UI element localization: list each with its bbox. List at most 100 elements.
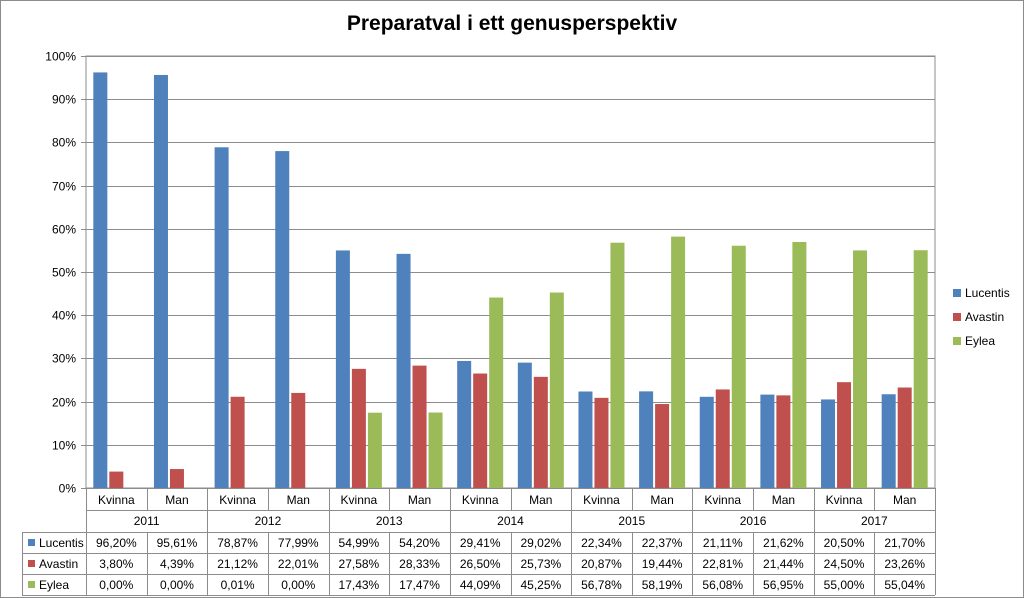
legend-key-avastin bbox=[953, 313, 961, 321]
table-data-label: 96,20% bbox=[96, 536, 137, 550]
table-data-label: 29,41% bbox=[460, 536, 501, 550]
legend-key-eylea bbox=[953, 337, 961, 345]
table-data-label: 55,00% bbox=[824, 578, 865, 592]
legend-label-lucentis: Lucentis bbox=[965, 286, 1010, 300]
table-data-label: 24,50% bbox=[824, 557, 865, 571]
table-series-name: Avastin bbox=[39, 557, 78, 571]
bars bbox=[93, 72, 928, 489]
table-series-name: Lucentis bbox=[39, 536, 84, 550]
bar-eylea bbox=[610, 242, 625, 488]
bar-avastin bbox=[473, 373, 488, 488]
y-tick-label: 90% bbox=[52, 93, 76, 107]
x-category-label: Man bbox=[529, 493, 552, 507]
table-data-label: 0,01% bbox=[221, 578, 255, 592]
bar-avastin bbox=[230, 396, 245, 488]
bar-avastin bbox=[351, 368, 366, 488]
bar-lucentis bbox=[93, 72, 108, 488]
table-data-label: 56,78% bbox=[581, 578, 622, 592]
bar-lucentis bbox=[214, 147, 229, 488]
table-data-label: 44,09% bbox=[460, 578, 501, 592]
table-data-label: 0,00% bbox=[281, 578, 315, 592]
table-data-label: 20,87% bbox=[581, 557, 622, 571]
table-data-label: 58,19% bbox=[642, 578, 683, 592]
table-data-label: 26,50% bbox=[460, 557, 501, 571]
bar-eylea bbox=[428, 412, 443, 488]
bar-lucentis bbox=[396, 253, 411, 488]
table-data-label: 27,58% bbox=[339, 557, 380, 571]
table-legend-key-lucentis bbox=[28, 539, 35, 546]
table-data-label: 21,44% bbox=[763, 557, 804, 571]
x-category-label: Kvinna bbox=[704, 493, 741, 507]
x-category-label: Man bbox=[650, 493, 673, 507]
bar-avastin bbox=[776, 395, 791, 488]
bar-eylea bbox=[853, 250, 868, 488]
bar-eylea bbox=[731, 245, 746, 488]
bar-lucentis bbox=[457, 360, 472, 488]
chart-title: Preparatval i ett genusperspektiv bbox=[346, 12, 678, 35]
bar-avastin bbox=[533, 376, 548, 488]
bar-eylea bbox=[671, 236, 686, 488]
table-data-label: 56,08% bbox=[702, 578, 743, 592]
bar-lucentis bbox=[275, 151, 290, 489]
bar-avastin bbox=[897, 387, 912, 488]
table-data-label: 21,12% bbox=[217, 557, 258, 571]
table-data-label: 22,37% bbox=[642, 536, 683, 550]
bar-eylea bbox=[913, 250, 928, 488]
bar-avastin bbox=[837, 382, 852, 488]
x-category-label: Man bbox=[408, 493, 431, 507]
table-data-label: 21,62% bbox=[763, 536, 804, 550]
x-category-label: Kvinna bbox=[341, 493, 378, 507]
bar-lucentis bbox=[760, 394, 775, 488]
bar-avastin bbox=[715, 389, 730, 488]
y-axis-labels: 0% 10% 20% 30% 40% 50% 60% 70% 80% 90% 100% bbox=[45, 50, 76, 496]
x-category-label: Man bbox=[772, 493, 795, 507]
table-data-label: 23,26% bbox=[884, 557, 925, 571]
bar-lucentis bbox=[335, 250, 350, 488]
bar-lucentis bbox=[153, 74, 168, 489]
y-tick-label: 0% bbox=[59, 482, 77, 496]
y-tick-label: 100% bbox=[45, 50, 76, 64]
x-category-label: Kvinna bbox=[98, 493, 135, 507]
table-data-label: 17,43% bbox=[339, 578, 380, 592]
x-category-label: Kvinna bbox=[219, 493, 256, 507]
y-tick-label: 40% bbox=[52, 309, 76, 323]
x-category-label: Kvinna bbox=[826, 493, 863, 507]
x-category-label: Kvinna bbox=[583, 493, 620, 507]
table-data-label: 45,25% bbox=[520, 578, 561, 592]
y-tick-label: 80% bbox=[52, 136, 76, 150]
legend-label-avastin: Avastin bbox=[965, 310, 1004, 324]
table-data-label: 17,47% bbox=[399, 578, 440, 592]
table-legend-key-avastin bbox=[28, 560, 35, 567]
table-data-label: 95,61% bbox=[157, 536, 198, 550]
bar-avastin bbox=[412, 365, 427, 488]
bar-lucentis bbox=[578, 391, 593, 488]
table-data-label: 28,33% bbox=[399, 557, 440, 571]
x-group-label: 2012 bbox=[255, 514, 282, 528]
legend-key-lucentis bbox=[953, 289, 961, 297]
bar-avastin bbox=[169, 469, 184, 488]
bar-avastin bbox=[109, 471, 124, 488]
bar-eylea bbox=[367, 412, 382, 488]
x-group-label: 2015 bbox=[618, 514, 645, 528]
bar-lucentis bbox=[881, 394, 896, 488]
table-data-label: 21,11% bbox=[703, 536, 743, 550]
bar-eylea bbox=[792, 241, 807, 488]
table-data-label: 3,80% bbox=[99, 557, 133, 571]
bar-eylea bbox=[549, 292, 564, 488]
y-tick-label: 70% bbox=[52, 180, 76, 194]
x-category-label: Man bbox=[165, 493, 188, 507]
table-data-label: 56,95% bbox=[763, 578, 804, 592]
table-data-label: 55,04% bbox=[884, 578, 925, 592]
y-tick-label: 30% bbox=[52, 352, 76, 366]
bar-lucentis bbox=[699, 396, 714, 488]
bar-lucentis bbox=[517, 362, 532, 488]
y-tick-label: 60% bbox=[52, 223, 76, 237]
table-data-label: 0,00% bbox=[160, 578, 194, 592]
bar-lucentis bbox=[821, 399, 836, 488]
table-data-label: 22,34% bbox=[581, 536, 622, 550]
table-data-label: 0,00% bbox=[99, 578, 133, 592]
data-table: Kvinna Man Kvinna Man Kvinna Man Kvinna Man Kvin… bbox=[22, 488, 936, 596]
table-data-label: 54,20% bbox=[399, 536, 440, 550]
y-tick-label: 20% bbox=[52, 396, 76, 410]
